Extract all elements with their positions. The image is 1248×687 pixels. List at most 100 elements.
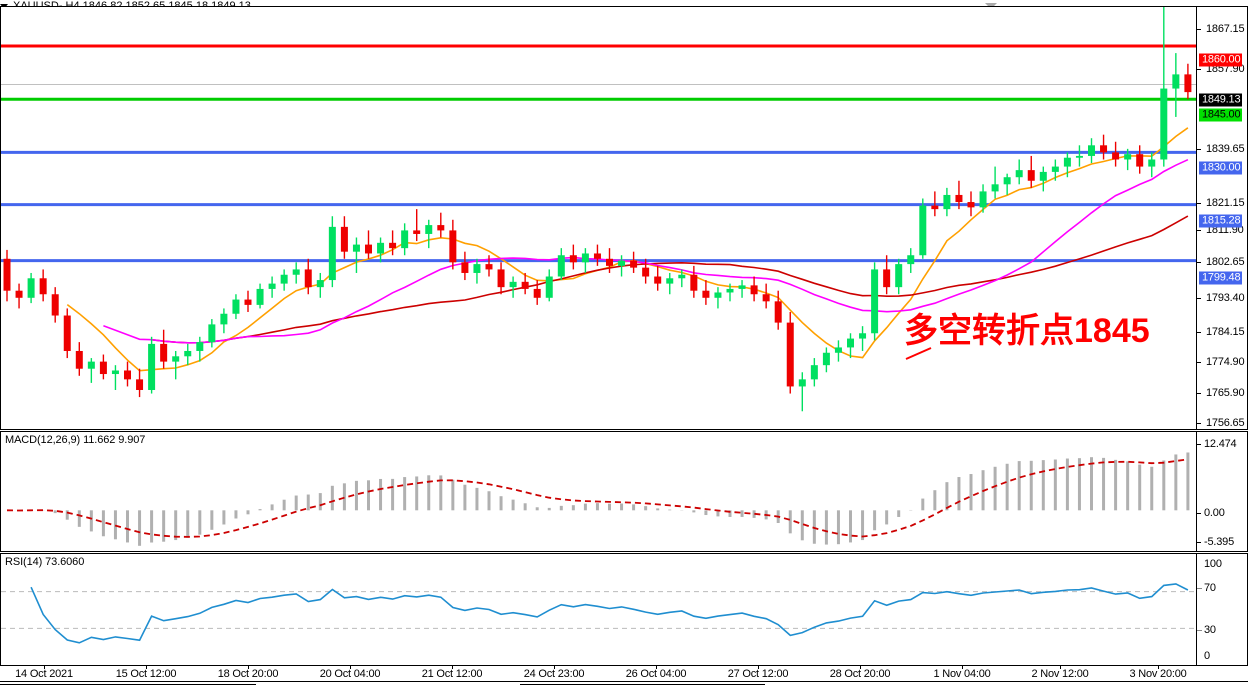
candle-body[interactable] bbox=[413, 230, 421, 234]
price-axis[interactable]: 1867.15 1857.90 1839.65 1821.15 1811.90 1802.… bbox=[1197, 6, 1248, 430]
scrollbar-track-right[interactable] bbox=[520, 684, 765, 685]
candle-body[interactable] bbox=[1124, 154, 1132, 160]
candle-body[interactable] bbox=[581, 253, 589, 263]
candle-body[interactable] bbox=[328, 226, 336, 281]
candle-body[interactable] bbox=[798, 379, 806, 387]
candle-body[interactable] bbox=[256, 288, 264, 305]
candle-body[interactable] bbox=[606, 258, 613, 266]
candle-body[interactable] bbox=[931, 205, 939, 210]
price-level-badge[interactable]: 1849.13 bbox=[1199, 93, 1243, 107]
candle-body[interactable] bbox=[365, 244, 372, 254]
candle-body[interactable] bbox=[15, 290, 23, 298]
candle-body[interactable] bbox=[99, 361, 107, 375]
candle-body[interactable] bbox=[726, 288, 734, 293]
candle-body[interactable] bbox=[955, 194, 963, 203]
price-level-badge[interactable]: 1845.00 bbox=[1199, 108, 1243, 122]
time-axis[interactable]: 14 Oct 2021 15 Oct 12:00 18 Oct 20:00 20 Oc… bbox=[0, 666, 1197, 682]
candle-body[interactable] bbox=[1015, 170, 1023, 178]
candle-body[interactable] bbox=[268, 283, 276, 289]
candle-body[interactable] bbox=[1088, 145, 1095, 156]
candle-body[interactable] bbox=[473, 264, 481, 273]
price-level-badge[interactable]: 1799.48 bbox=[1199, 271, 1243, 285]
candle-body[interactable] bbox=[389, 242, 397, 249]
candle-body[interactable] bbox=[461, 262, 469, 273]
candle-body[interactable] bbox=[220, 313, 228, 325]
candle-body[interactable] bbox=[533, 288, 541, 298]
candle-body[interactable] bbox=[1039, 171, 1047, 181]
candle-body[interactable] bbox=[738, 285, 746, 289]
candle-body[interactable] bbox=[1075, 155, 1083, 158]
candle-body[interactable] bbox=[847, 338, 854, 348]
candle-body[interactable] bbox=[859, 333, 867, 339]
candle-body[interactable] bbox=[834, 347, 842, 353]
candle-body[interactable] bbox=[244, 299, 252, 305]
candle-body[interactable] bbox=[75, 350, 83, 369]
candle-body[interactable] bbox=[509, 281, 517, 288]
candle-body[interactable] bbox=[943, 194, 951, 210]
candle-body[interactable] bbox=[497, 269, 505, 288]
candle-body[interactable] bbox=[690, 274, 698, 291]
candle-body[interactable] bbox=[377, 242, 385, 254]
candle-body[interactable] bbox=[569, 255, 577, 263]
candle-body[interactable] bbox=[1184, 74, 1192, 93]
candle-body[interactable] bbox=[895, 264, 903, 288]
candle-body[interactable] bbox=[919, 205, 927, 256]
candle-body[interactable] bbox=[557, 255, 565, 277]
price-chart-panel[interactable]: 多空转折点1845 bbox=[0, 6, 1197, 430]
candle-body[interactable] bbox=[907, 255, 915, 265]
candle-body[interactable] bbox=[352, 244, 360, 252]
candle-body[interactable] bbox=[136, 379, 144, 390]
candle-body[interactable] bbox=[111, 370, 119, 375]
candle-body[interactable] bbox=[148, 343, 156, 390]
candle-body[interactable] bbox=[340, 226, 348, 252]
candle-body[interactable] bbox=[449, 230, 457, 263]
candle-body[interactable] bbox=[63, 315, 71, 351]
candle-body[interactable] bbox=[1027, 170, 1035, 181]
candle-body[interactable] bbox=[485, 264, 493, 270]
candle-body[interactable] bbox=[1051, 166, 1059, 172]
candle-body[interactable] bbox=[666, 278, 674, 284]
candle-body[interactable] bbox=[280, 274, 288, 284]
candle-body[interactable] bbox=[618, 260, 626, 266]
candle-body[interactable] bbox=[304, 269, 312, 288]
rsi-panel[interactable]: RSI(14) 73.6060 bbox=[0, 553, 1197, 666]
candle-body[interactable] bbox=[521, 281, 529, 289]
candle-body[interactable] bbox=[27, 278, 35, 298]
candle-body[interactable] bbox=[991, 184, 999, 192]
candle-body[interactable] bbox=[3, 258, 11, 291]
candle-body[interactable] bbox=[1148, 159, 1156, 167]
candle-body[interactable] bbox=[678, 274, 686, 279]
candle-body[interactable] bbox=[979, 191, 987, 208]
candle-body[interactable] bbox=[1112, 152, 1120, 160]
candle-body[interactable] bbox=[1100, 145, 1108, 153]
candle-body[interactable] bbox=[714, 292, 722, 298]
candle-body[interactable] bbox=[1136, 154, 1144, 167]
candle-body[interactable] bbox=[87, 361, 95, 369]
candle-body[interactable] bbox=[51, 294, 59, 316]
candle-body[interactable] bbox=[208, 324, 216, 343]
price-level-badge[interactable]: 1830.00 bbox=[1199, 161, 1243, 175]
candle-body[interactable] bbox=[630, 260, 638, 268]
candle-body[interactable] bbox=[232, 299, 240, 314]
candle-body[interactable] bbox=[593, 253, 601, 259]
candle-body[interactable] bbox=[425, 225, 433, 234]
candle-body[interactable] bbox=[702, 290, 710, 298]
candle-body[interactable] bbox=[1003, 177, 1011, 185]
candle-body[interactable] bbox=[172, 356, 180, 362]
candle-body[interactable] bbox=[39, 278, 47, 295]
candle-body[interactable] bbox=[124, 370, 131, 380]
candle-body[interactable] bbox=[654, 276, 662, 284]
candle-body[interactable] bbox=[750, 285, 758, 295]
scrollbar-track-left[interactable] bbox=[0, 684, 256, 685]
candle-body[interactable] bbox=[883, 269, 891, 288]
price-level-badge[interactable]: 1815.28 bbox=[1199, 214, 1243, 228]
candle-body[interactable] bbox=[316, 280, 324, 288]
candle-body[interactable] bbox=[292, 269, 300, 275]
candle-body[interactable] bbox=[762, 294, 770, 302]
candle-body[interactable] bbox=[437, 225, 445, 231]
candle-body[interactable] bbox=[774, 301, 782, 323]
candle-body[interactable] bbox=[786, 322, 794, 387]
candle-body[interactable] bbox=[810, 365, 818, 380]
horizontal-scrollbar[interactable] bbox=[0, 681, 1248, 687]
candle-body[interactable] bbox=[1172, 74, 1180, 89]
